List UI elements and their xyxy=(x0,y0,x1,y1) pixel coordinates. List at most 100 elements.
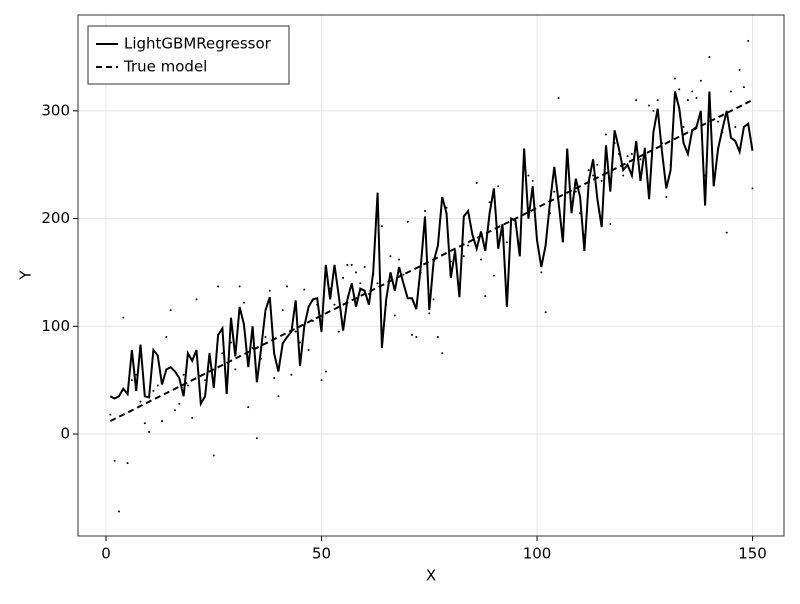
data-point xyxy=(527,174,530,177)
data-point xyxy=(255,437,258,440)
data-point xyxy=(738,68,741,71)
data-point xyxy=(475,182,478,185)
data-point xyxy=(609,222,612,225)
data-point xyxy=(173,409,176,412)
data-point xyxy=(415,336,418,339)
data-point xyxy=(734,126,737,129)
data-point xyxy=(178,402,181,405)
data-point xyxy=(411,333,414,336)
data-point xyxy=(699,79,702,82)
data-point xyxy=(708,56,711,59)
data-point xyxy=(126,462,129,465)
data-point xyxy=(290,373,293,376)
data-point xyxy=(281,309,284,312)
data-point xyxy=(695,96,698,99)
data-point xyxy=(406,220,409,223)
data-point xyxy=(268,289,271,292)
data-point xyxy=(441,352,444,355)
data-point xyxy=(592,174,595,177)
data-point xyxy=(324,370,327,373)
data-point xyxy=(109,413,112,416)
data-point xyxy=(355,271,358,274)
data-point xyxy=(725,231,728,234)
data-point xyxy=(652,109,655,112)
data-point xyxy=(251,346,254,349)
data-point xyxy=(488,201,491,204)
data-point xyxy=(350,263,353,266)
legend-box xyxy=(87,25,290,85)
data-point xyxy=(497,185,500,188)
y-tick-label: 200 xyxy=(41,209,70,227)
data-point xyxy=(686,99,689,102)
data-point xyxy=(398,258,401,261)
x-tick-label: 150 xyxy=(738,545,767,563)
plot-frame xyxy=(77,14,785,537)
data-point xyxy=(342,276,345,279)
data-point xyxy=(156,384,159,387)
data-point xyxy=(182,373,185,376)
data-point xyxy=(161,420,164,423)
data-point xyxy=(505,241,508,244)
data-point xyxy=(436,336,439,339)
data-point xyxy=(139,400,142,403)
x-axis-label: X xyxy=(426,567,436,585)
data-point xyxy=(729,90,732,93)
data-point xyxy=(307,348,310,351)
data-point xyxy=(484,295,487,298)
data-point xyxy=(212,454,215,457)
data-point xyxy=(747,39,750,42)
data-point xyxy=(191,416,194,419)
data-point xyxy=(273,376,276,379)
x-tick-label: 0 xyxy=(101,545,111,563)
data-point xyxy=(143,422,146,425)
data-point xyxy=(221,352,224,355)
data-point xyxy=(665,196,668,199)
data-point xyxy=(247,406,250,409)
data-point xyxy=(337,330,340,333)
data-point xyxy=(531,179,534,182)
data-point xyxy=(359,282,362,285)
data-point xyxy=(630,152,633,155)
data-point xyxy=(195,298,198,301)
y-tick-label: 100 xyxy=(41,317,70,335)
data-point xyxy=(294,330,297,333)
data-point xyxy=(587,169,590,172)
data-point xyxy=(467,244,470,247)
data-point xyxy=(320,379,323,382)
data-point xyxy=(553,190,556,193)
data-point xyxy=(540,271,543,274)
data-point xyxy=(169,309,172,312)
data-point xyxy=(238,285,241,288)
data-point xyxy=(389,255,392,258)
data-point xyxy=(264,336,267,339)
data-point xyxy=(130,379,133,382)
data-point xyxy=(682,126,685,129)
data-point xyxy=(122,316,125,319)
legend: LightGBMRegressor True model xyxy=(87,25,290,85)
data-point xyxy=(346,263,349,266)
data-point xyxy=(462,255,465,258)
data-point xyxy=(117,510,120,513)
data-point xyxy=(596,163,599,166)
data-point xyxy=(751,187,754,190)
data-point xyxy=(148,430,151,433)
y-axis-label: Y xyxy=(17,270,35,281)
data-point xyxy=(639,158,642,161)
line-series xyxy=(109,91,754,408)
data-point xyxy=(393,314,396,317)
data-point xyxy=(432,298,435,301)
data-point xyxy=(604,133,607,136)
data-point xyxy=(113,459,116,462)
data-point xyxy=(574,190,577,193)
data-point xyxy=(656,99,659,102)
data-point xyxy=(286,285,289,288)
data-point xyxy=(673,77,676,80)
data-point xyxy=(303,288,306,291)
data-point xyxy=(402,273,405,276)
data-point xyxy=(691,90,694,93)
data-point xyxy=(204,379,207,382)
data-point xyxy=(380,225,383,228)
y-tick-label: 300 xyxy=(41,101,70,119)
data-point xyxy=(242,301,245,304)
data-point xyxy=(234,368,237,371)
